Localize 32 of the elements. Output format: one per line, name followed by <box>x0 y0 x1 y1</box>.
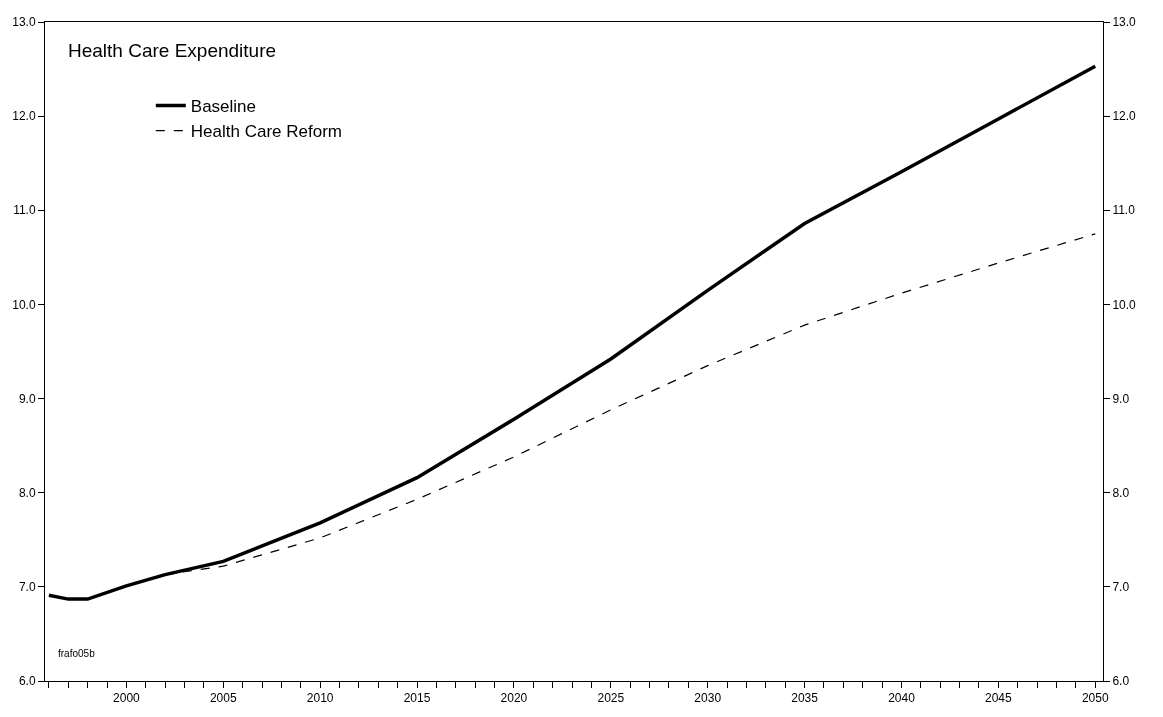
y-tick-label: 7.0 <box>18 580 36 595</box>
x-tick-label: 2015 <box>403 691 431 706</box>
y2-tick-label: 7.0 <box>1112 580 1130 595</box>
x-tick-label: 2050 <box>1081 691 1109 706</box>
legend-label: Health Care Reform <box>190 122 342 142</box>
legend-label: Baseline <box>190 97 257 117</box>
text: Health Care Expenditure <box>68 40 277 61</box>
y2-tick-label: 11.0 <box>1112 203 1136 218</box>
y-tick-label: 12.0 <box>12 109 36 124</box>
y-tick-label: 10.0 <box>12 297 36 312</box>
annotation: frafo05b <box>58 648 96 659</box>
y2-tick-label: 9.0 <box>1112 391 1130 406</box>
x-tick-label: 2020 <box>500 691 528 706</box>
x-tick-label: 2045 <box>985 691 1013 706</box>
y-tick-label: 6.0 <box>18 674 36 689</box>
y-tick-label: 13.0 <box>12 15 36 30</box>
y-tick-label: 9.0 <box>18 391 36 406</box>
x-tick-label: 2005 <box>209 691 237 706</box>
line-series <box>47 64 1097 601</box>
y2-tick-label: 6.0 <box>1112 674 1130 689</box>
x-tick-label: 2040 <box>888 691 916 706</box>
x-tick-label: 2010 <box>306 691 334 706</box>
y2-tick-label: 8.0 <box>1112 485 1130 500</box>
y2-tick-label: 13.0 <box>1112 15 1137 30</box>
x-tick-label: 2025 <box>597 691 625 706</box>
y2-tick-label: 10.0 <box>1112 297 1137 312</box>
x-tick-label: 2030 <box>694 691 722 706</box>
y-tick-label: 8.0 <box>18 485 36 500</box>
x-tick-label: 2000 <box>113 691 141 706</box>
y-tick-label: 11.0 <box>13 203 36 218</box>
x-tick-label: 2035 <box>791 691 819 706</box>
y2-tick-label: 12.0 <box>1112 109 1137 124</box>
